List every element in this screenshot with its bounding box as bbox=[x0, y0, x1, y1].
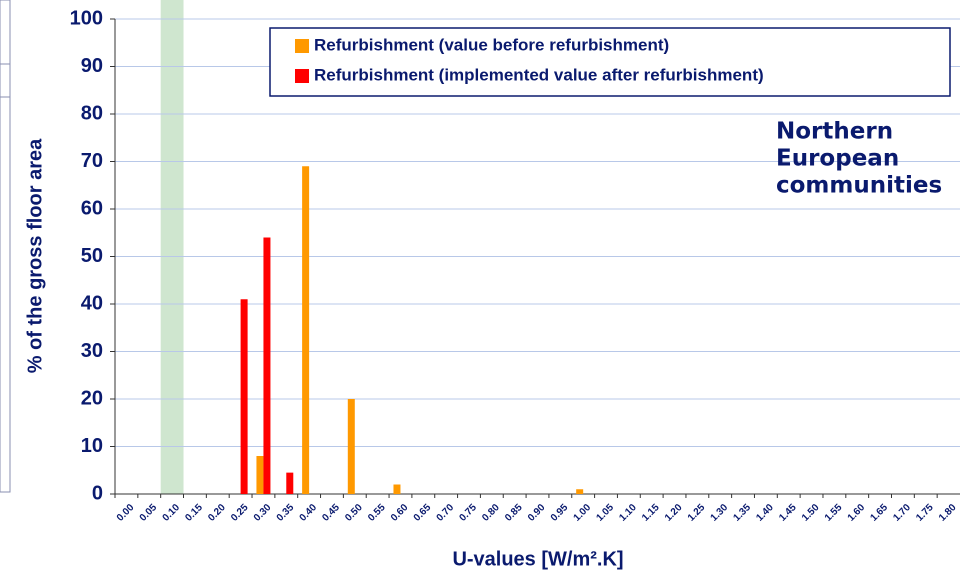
bar bbox=[240, 299, 248, 494]
y-axis-title: % of the gross floor area bbox=[24, 138, 46, 373]
x-tick-label: 1.45 bbox=[777, 502, 799, 524]
x-tick-label: 1.65 bbox=[869, 502, 891, 524]
legend bbox=[269, 27, 951, 97]
x-tick-label: 0.85 bbox=[503, 502, 525, 524]
bar bbox=[576, 489, 584, 494]
x-tick-label: 1.70 bbox=[891, 502, 913, 524]
x-tick-label: 0.10 bbox=[161, 502, 183, 524]
bar bbox=[263, 237, 271, 494]
x-tick-label: 1.00 bbox=[572, 502, 594, 524]
x-tick-label: 0.15 bbox=[183, 502, 205, 524]
x-tick-label: 0.20 bbox=[206, 502, 228, 524]
x-tick-label: 0.90 bbox=[526, 502, 548, 524]
y-tick-label: 70 bbox=[81, 150, 103, 172]
x-tick-label: 0.80 bbox=[480, 502, 502, 524]
x-tick-label: 0.55 bbox=[366, 502, 388, 524]
cropped-panel bbox=[0, 0, 11, 493]
x-tick-label: 1.05 bbox=[594, 502, 616, 524]
x-tick-label: 1.10 bbox=[617, 502, 639, 524]
annotation: European bbox=[776, 146, 899, 172]
legend-swatch bbox=[295, 39, 309, 53]
x-axis-title: U-values [W/m².K] bbox=[452, 548, 623, 570]
highlight-band bbox=[160, 0, 184, 494]
x-tick-label: 0.05 bbox=[138, 502, 160, 524]
y-tick-label: 40 bbox=[81, 292, 103, 314]
x-tick-label: 0.25 bbox=[229, 502, 251, 524]
y-tick-label: 20 bbox=[81, 387, 103, 409]
legend-label: Refurbishment (implemented value after r… bbox=[314, 65, 764, 84]
x-tick-label: 1.40 bbox=[754, 502, 776, 524]
legend-label: Refurbishment (value before refurbishmen… bbox=[314, 35, 669, 54]
x-tick-label: 0.00 bbox=[115, 502, 137, 524]
x-tick-label: 0.50 bbox=[343, 502, 365, 524]
y-tick-label: 50 bbox=[81, 245, 103, 267]
annotation: Northern bbox=[776, 119, 893, 145]
bar bbox=[256, 456, 264, 494]
x-tick-label: 1.75 bbox=[914, 502, 936, 524]
y-tick-label: 10 bbox=[81, 435, 103, 457]
x-tick-label: 1.50 bbox=[800, 502, 822, 524]
x-tick-label: 1.20 bbox=[663, 502, 685, 524]
y-tick-label: 100 bbox=[70, 7, 103, 29]
bar bbox=[286, 472, 294, 494]
x-tick-label: 1.35 bbox=[731, 502, 753, 524]
bar bbox=[393, 484, 401, 494]
x-tick-label: 0.95 bbox=[549, 502, 571, 524]
bar bbox=[302, 166, 310, 494]
x-tick-label: 1.15 bbox=[640, 502, 662, 524]
y-tick-label: 60 bbox=[81, 197, 103, 219]
x-tick-label: 0.70 bbox=[435, 502, 457, 524]
x-tick-label: 1.60 bbox=[846, 502, 868, 524]
y-tick-label: 80 bbox=[81, 102, 103, 124]
x-tick-label: 0.60 bbox=[389, 502, 411, 524]
x-tick-label: 1.55 bbox=[823, 502, 845, 524]
y-tick-label: 30 bbox=[81, 340, 103, 362]
x-tick-label: 1.80 bbox=[937, 502, 959, 524]
x-tick-label: 0.65 bbox=[412, 502, 434, 524]
x-tick-label: 1.25 bbox=[686, 502, 708, 524]
annotation: communities bbox=[776, 173, 942, 199]
bar bbox=[347, 399, 355, 494]
y-tick-label: 0 bbox=[92, 482, 103, 504]
x-tick-label: 0.35 bbox=[275, 502, 297, 524]
x-tick-label: 1.30 bbox=[709, 502, 731, 524]
x-tick-label: 0.45 bbox=[320, 502, 342, 524]
y-tick-label: 90 bbox=[81, 55, 103, 77]
x-tick-label: 0.75 bbox=[457, 502, 479, 524]
legend-swatch bbox=[295, 69, 309, 83]
x-tick-label: 0.40 bbox=[298, 502, 320, 524]
x-tick-label: 0.30 bbox=[252, 502, 274, 524]
